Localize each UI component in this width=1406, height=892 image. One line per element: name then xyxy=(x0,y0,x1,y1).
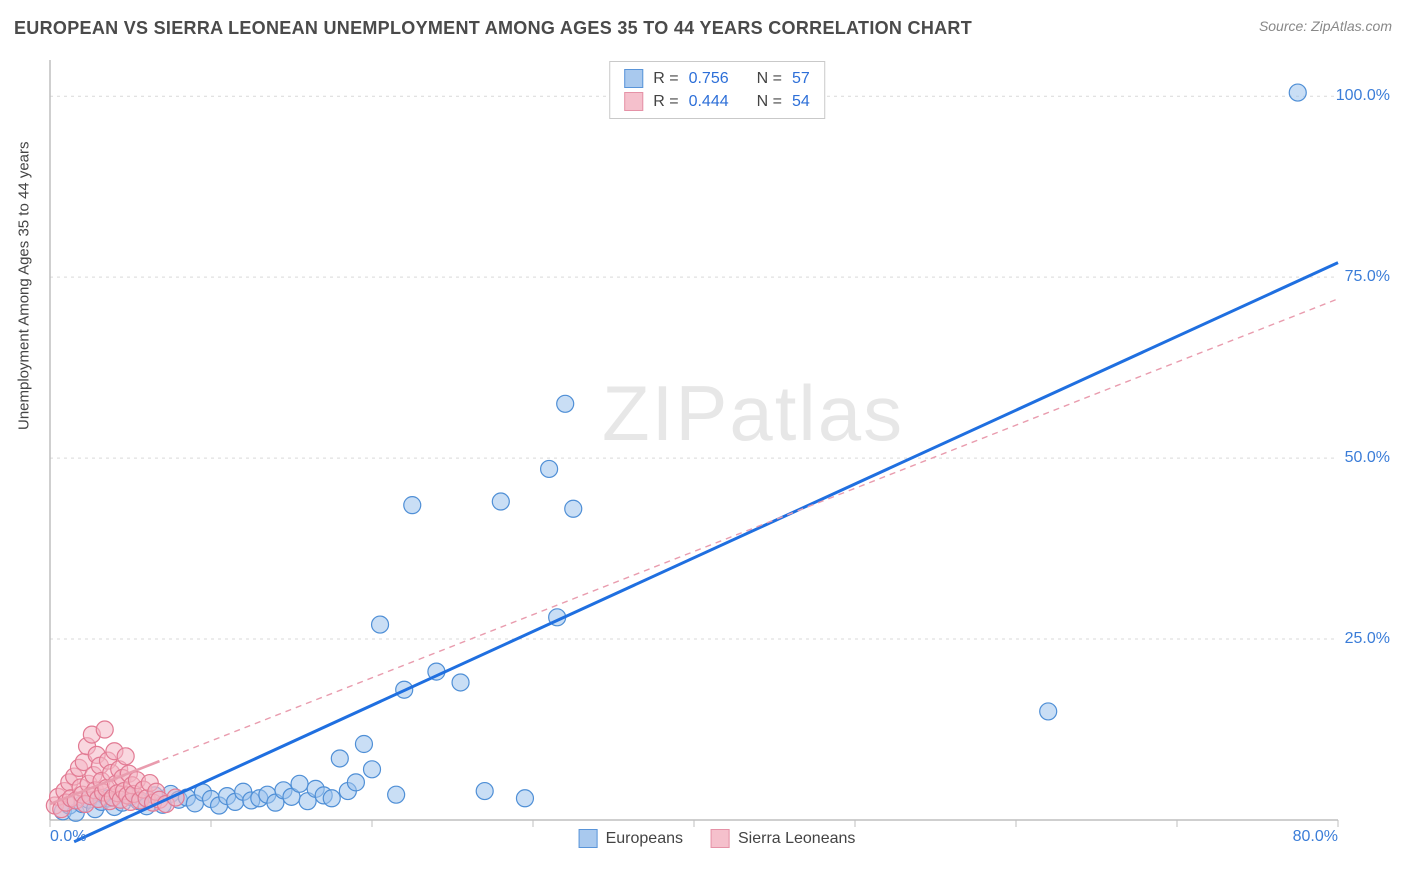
legend-swatch-europeans-2 xyxy=(579,829,598,848)
y-tick-label: 25.0% xyxy=(1345,630,1390,648)
series-legend: Europeans Sierra Leoneans xyxy=(579,829,856,848)
y-tick-label: 75.0% xyxy=(1345,268,1390,286)
y-tick-label: 100.0% xyxy=(1336,87,1390,105)
legend-swatch-sierra xyxy=(624,92,643,111)
legend-item-sierra: Sierra Leoneans xyxy=(711,829,855,848)
legend-swatch-europeans xyxy=(624,69,643,88)
scatter-chart: R = 0.756 N = 57 R = 0.444 N = 54 ZIPatl… xyxy=(42,58,1392,848)
plot-svg xyxy=(42,58,1392,848)
legend-row-europeans: R = 0.756 N = 57 xyxy=(624,67,810,90)
legend-swatch-sierra-2 xyxy=(711,829,730,848)
x-tick-label: 80.0% xyxy=(1293,828,1338,846)
chart-title: EUROPEAN VS SIERRA LEONEAN UNEMPLOYMENT … xyxy=(14,18,972,39)
legend-item-europeans: Europeans xyxy=(579,829,683,848)
correlation-legend: R = 0.756 N = 57 R = 0.444 N = 54 xyxy=(609,61,825,119)
x-tick-label: 0.0% xyxy=(50,828,86,846)
legend-row-sierra: R = 0.444 N = 54 xyxy=(624,90,810,113)
y-tick-label: 50.0% xyxy=(1345,449,1390,467)
source-label: Source: ZipAtlas.com xyxy=(1259,18,1392,34)
y-axis-label: Unemployment Among Ages 35 to 44 years xyxy=(16,141,33,430)
